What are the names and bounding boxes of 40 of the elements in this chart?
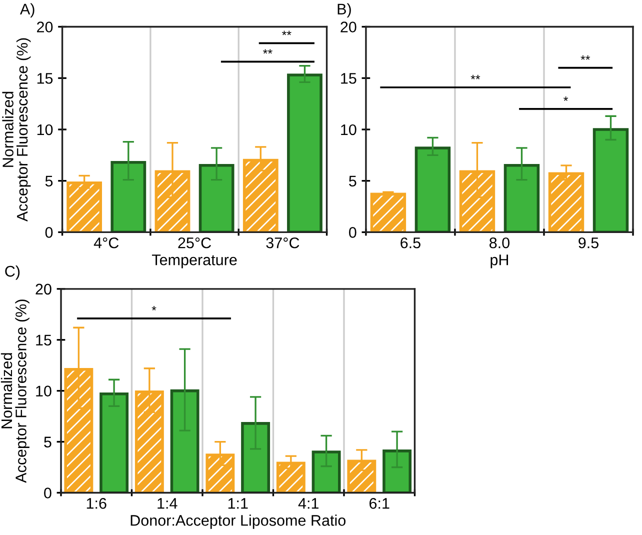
y-axis-title: Normalized Acceptor Fluorescence (%) xyxy=(2,38,31,222)
y-tick-label: 0 xyxy=(349,227,356,238)
x-tick-label: 4:1 xyxy=(298,498,318,509)
annotation: ** xyxy=(263,49,272,54)
annotation: ** xyxy=(470,74,480,80)
y-tick-label: 5 xyxy=(44,436,52,448)
text: B) xyxy=(338,3,351,18)
x-tick-label: 6:1 xyxy=(370,498,390,509)
y-tick-label: 15 xyxy=(341,73,356,84)
y-tick-label: 20 xyxy=(36,284,52,295)
x-axis-title: Temperature xyxy=(152,254,237,268)
x-tick-label: 8.0 xyxy=(490,237,510,248)
annotation: * xyxy=(152,306,156,310)
x-tick-label: 1:6 xyxy=(86,498,106,509)
y-tick-label: 0 xyxy=(45,227,53,238)
text: C) xyxy=(5,265,20,280)
y-tick-label: 0 xyxy=(44,488,52,498)
x-tick-label: 25°C xyxy=(178,237,212,248)
annotation: * xyxy=(564,96,568,101)
x-tick-label: 37°C xyxy=(266,237,300,248)
x-tick-label: 9.5 xyxy=(578,237,598,248)
y-tick-label: 15 xyxy=(36,334,52,346)
x-tick-label: 4°C xyxy=(94,237,119,248)
y-tick-label: 15 xyxy=(37,73,53,84)
annotation: ** xyxy=(282,30,292,36)
y-tick-label: 20 xyxy=(37,22,53,32)
y-tick-label: 10 xyxy=(37,124,53,136)
y-tick-label: 5 xyxy=(349,176,356,187)
x-tick-label: 1:4 xyxy=(158,498,178,509)
x-tick-label: 1:1 xyxy=(228,498,248,509)
annotation: ** xyxy=(580,55,590,60)
y-axis-title: Normalized Acceptor Fluorescence (%) xyxy=(0,300,30,483)
text: A) xyxy=(20,3,34,18)
x-tick-label: 6.5 xyxy=(400,237,420,248)
x-axis-title: pH xyxy=(490,254,508,268)
y-tick-label: 20 xyxy=(340,22,356,32)
y-tick-label: 10 xyxy=(36,386,52,397)
y-tick-label: 5 xyxy=(45,176,53,187)
y-tick-label: 10 xyxy=(341,124,356,136)
x-axis-title: Donor:Acceptor Liposome Ratio xyxy=(130,514,346,529)
